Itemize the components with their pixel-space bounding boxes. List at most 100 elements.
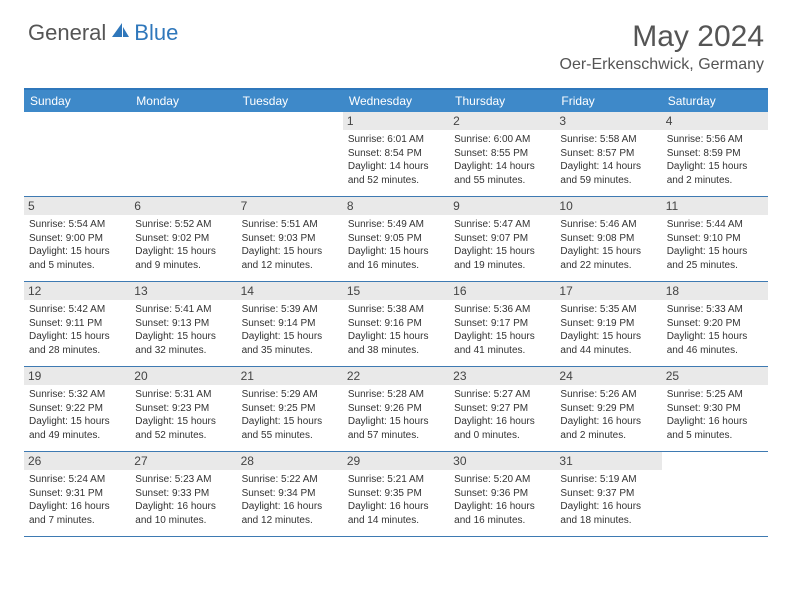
daylight-line: Daylight: 15 hours and 22 minutes.: [560, 245, 656, 272]
sunset-line: Sunset: 9:34 PM: [242, 487, 338, 501]
sunset-line: Sunset: 9:03 PM: [242, 232, 338, 246]
sunrise-line: Sunrise: 5:19 AM: [560, 473, 656, 487]
sunset-line: Sunset: 9:19 PM: [560, 317, 656, 331]
daylight-line: Daylight: 15 hours and 52 minutes.: [135, 415, 231, 442]
calendar: SundayMondayTuesdayWednesdayThursdayFrid…: [24, 88, 768, 537]
day-number: 26: [24, 452, 130, 470]
sunset-line: Sunset: 9:17 PM: [454, 317, 550, 331]
sunrise-line: Sunrise: 5:24 AM: [29, 473, 125, 487]
day-cell: 1Sunrise: 6:01 AMSunset: 8:54 PMDaylight…: [343, 112, 449, 196]
day-number: 24: [555, 367, 661, 385]
day-cell: 7Sunrise: 5:51 AMSunset: 9:03 PMDaylight…: [237, 197, 343, 281]
sunrise-line: Sunrise: 5:31 AM: [135, 388, 231, 402]
sunset-line: Sunset: 9:00 PM: [29, 232, 125, 246]
day-number: 18: [662, 282, 768, 300]
day-number: 14: [237, 282, 343, 300]
day-cell: 28Sunrise: 5:22 AMSunset: 9:34 PMDayligh…: [237, 452, 343, 536]
day-cell: 10Sunrise: 5:46 AMSunset: 9:08 PMDayligh…: [555, 197, 661, 281]
daylight-line: Daylight: 15 hours and 19 minutes.: [454, 245, 550, 272]
day-number: 21: [237, 367, 343, 385]
month-title: May 2024: [560, 20, 765, 54]
day-number: 1: [343, 112, 449, 130]
sunset-line: Sunset: 9:31 PM: [29, 487, 125, 501]
day-cell: 4Sunrise: 5:56 AMSunset: 8:59 PMDaylight…: [662, 112, 768, 196]
sunset-line: Sunset: 9:23 PM: [135, 402, 231, 416]
sunrise-line: Sunrise: 5:20 AM: [454, 473, 550, 487]
day-number: 25: [662, 367, 768, 385]
day-cell: 16Sunrise: 5:36 AMSunset: 9:17 PMDayligh…: [449, 282, 555, 366]
daylight-line: Daylight: 15 hours and 9 minutes.: [135, 245, 231, 272]
daylight-line: Daylight: 16 hours and 5 minutes.: [667, 415, 763, 442]
sunrise-line: Sunrise: 5:26 AM: [560, 388, 656, 402]
daylight-line: Daylight: 16 hours and 7 minutes.: [29, 500, 125, 527]
sunrise-line: Sunrise: 5:58 AM: [560, 133, 656, 147]
day-cell: 13Sunrise: 5:41 AMSunset: 9:13 PMDayligh…: [130, 282, 236, 366]
sunset-line: Sunset: 9:08 PM: [560, 232, 656, 246]
weekday-header: Thursday: [449, 90, 555, 112]
logo: General Blue: [28, 20, 178, 46]
day-cell: 11Sunrise: 5:44 AMSunset: 9:10 PMDayligh…: [662, 197, 768, 281]
sunset-line: Sunset: 9:33 PM: [135, 487, 231, 501]
sunset-line: Sunset: 8:54 PM: [348, 147, 444, 161]
day-number: 29: [343, 452, 449, 470]
sunrise-line: Sunrise: 5:29 AM: [242, 388, 338, 402]
week-row: 5Sunrise: 5:54 AMSunset: 9:00 PMDaylight…: [24, 197, 768, 282]
sunrise-line: Sunrise: 5:23 AM: [135, 473, 231, 487]
weekday-header: Wednesday: [343, 90, 449, 112]
sunset-line: Sunset: 9:07 PM: [454, 232, 550, 246]
day-number: 30: [449, 452, 555, 470]
daylight-line: Daylight: 15 hours and 2 minutes.: [667, 160, 763, 187]
daylight-line: Daylight: 15 hours and 49 minutes.: [29, 415, 125, 442]
sunset-line: Sunset: 9:29 PM: [560, 402, 656, 416]
sunset-line: Sunset: 9:22 PM: [29, 402, 125, 416]
daylight-line: Daylight: 15 hours and 25 minutes.: [667, 245, 763, 272]
sunset-line: Sunset: 9:05 PM: [348, 232, 444, 246]
weekday-header: Saturday: [662, 90, 768, 112]
day-number: 15: [343, 282, 449, 300]
day-cell: 19Sunrise: 5:32 AMSunset: 9:22 PMDayligh…: [24, 367, 130, 451]
day-number: 9: [449, 197, 555, 215]
sunrise-line: Sunrise: 5:42 AM: [29, 303, 125, 317]
sunrise-line: Sunrise: 5:21 AM: [348, 473, 444, 487]
sunrise-line: Sunrise: 5:47 AM: [454, 218, 550, 232]
day-number: 3: [555, 112, 661, 130]
day-number: 4: [662, 112, 768, 130]
day-number: 31: [555, 452, 661, 470]
sunset-line: Sunset: 9:26 PM: [348, 402, 444, 416]
header: General Blue May 2024 Oer-Erkenschwick, …: [0, 0, 792, 80]
day-cell: 6Sunrise: 5:52 AMSunset: 9:02 PMDaylight…: [130, 197, 236, 281]
sunrise-line: Sunrise: 5:41 AM: [135, 303, 231, 317]
sunset-line: Sunset: 9:27 PM: [454, 402, 550, 416]
day-cell-empty: [24, 112, 130, 196]
day-number: 12: [24, 282, 130, 300]
daylight-line: Daylight: 16 hours and 16 minutes.: [454, 500, 550, 527]
daylight-line: Daylight: 15 hours and 46 minutes.: [667, 330, 763, 357]
sunrise-line: Sunrise: 6:01 AM: [348, 133, 444, 147]
day-number: 7: [237, 197, 343, 215]
day-number: 28: [237, 452, 343, 470]
day-number: 20: [130, 367, 236, 385]
title-block: May 2024 Oer-Erkenschwick, Germany: [560, 20, 765, 74]
day-cell-empty: [662, 452, 768, 536]
sunrise-line: Sunrise: 5:39 AM: [242, 303, 338, 317]
daylight-line: Daylight: 16 hours and 10 minutes.: [135, 500, 231, 527]
daylight-line: Daylight: 16 hours and 18 minutes.: [560, 500, 656, 527]
daylight-line: Daylight: 15 hours and 32 minutes.: [135, 330, 231, 357]
day-cell: 23Sunrise: 5:27 AMSunset: 9:27 PMDayligh…: [449, 367, 555, 451]
sunset-line: Sunset: 9:16 PM: [348, 317, 444, 331]
sunset-line: Sunset: 9:11 PM: [29, 317, 125, 331]
daylight-line: Daylight: 15 hours and 28 minutes.: [29, 330, 125, 357]
day-cell: 14Sunrise: 5:39 AMSunset: 9:14 PMDayligh…: [237, 282, 343, 366]
day-cell-empty: [130, 112, 236, 196]
day-cell: 26 Sunrise: 5:24 AMSunset: 9:31 PMDayligh…: [24, 452, 130, 536]
sunset-line: Sunset: 8:57 PM: [560, 147, 656, 161]
sunset-line: Sunset: 9:13 PM: [135, 317, 231, 331]
day-number: 8: [343, 197, 449, 215]
sunrise-line: Sunrise: 5:46 AM: [560, 218, 656, 232]
daylight-line: Daylight: 15 hours and 35 minutes.: [242, 330, 338, 357]
daylight-line: Daylight: 15 hours and 16 minutes.: [348, 245, 444, 272]
day-cell: 12 Sunrise: 5:42 AMSunset: 9:11 PMDayligh…: [24, 282, 130, 366]
daylight-line: Daylight: 15 hours and 41 minutes.: [454, 330, 550, 357]
sunrise-line: Sunrise: 5:25 AM: [667, 388, 763, 402]
day-cell: 15Sunrise: 5:38 AMSunset: 9:16 PMDayligh…: [343, 282, 449, 366]
